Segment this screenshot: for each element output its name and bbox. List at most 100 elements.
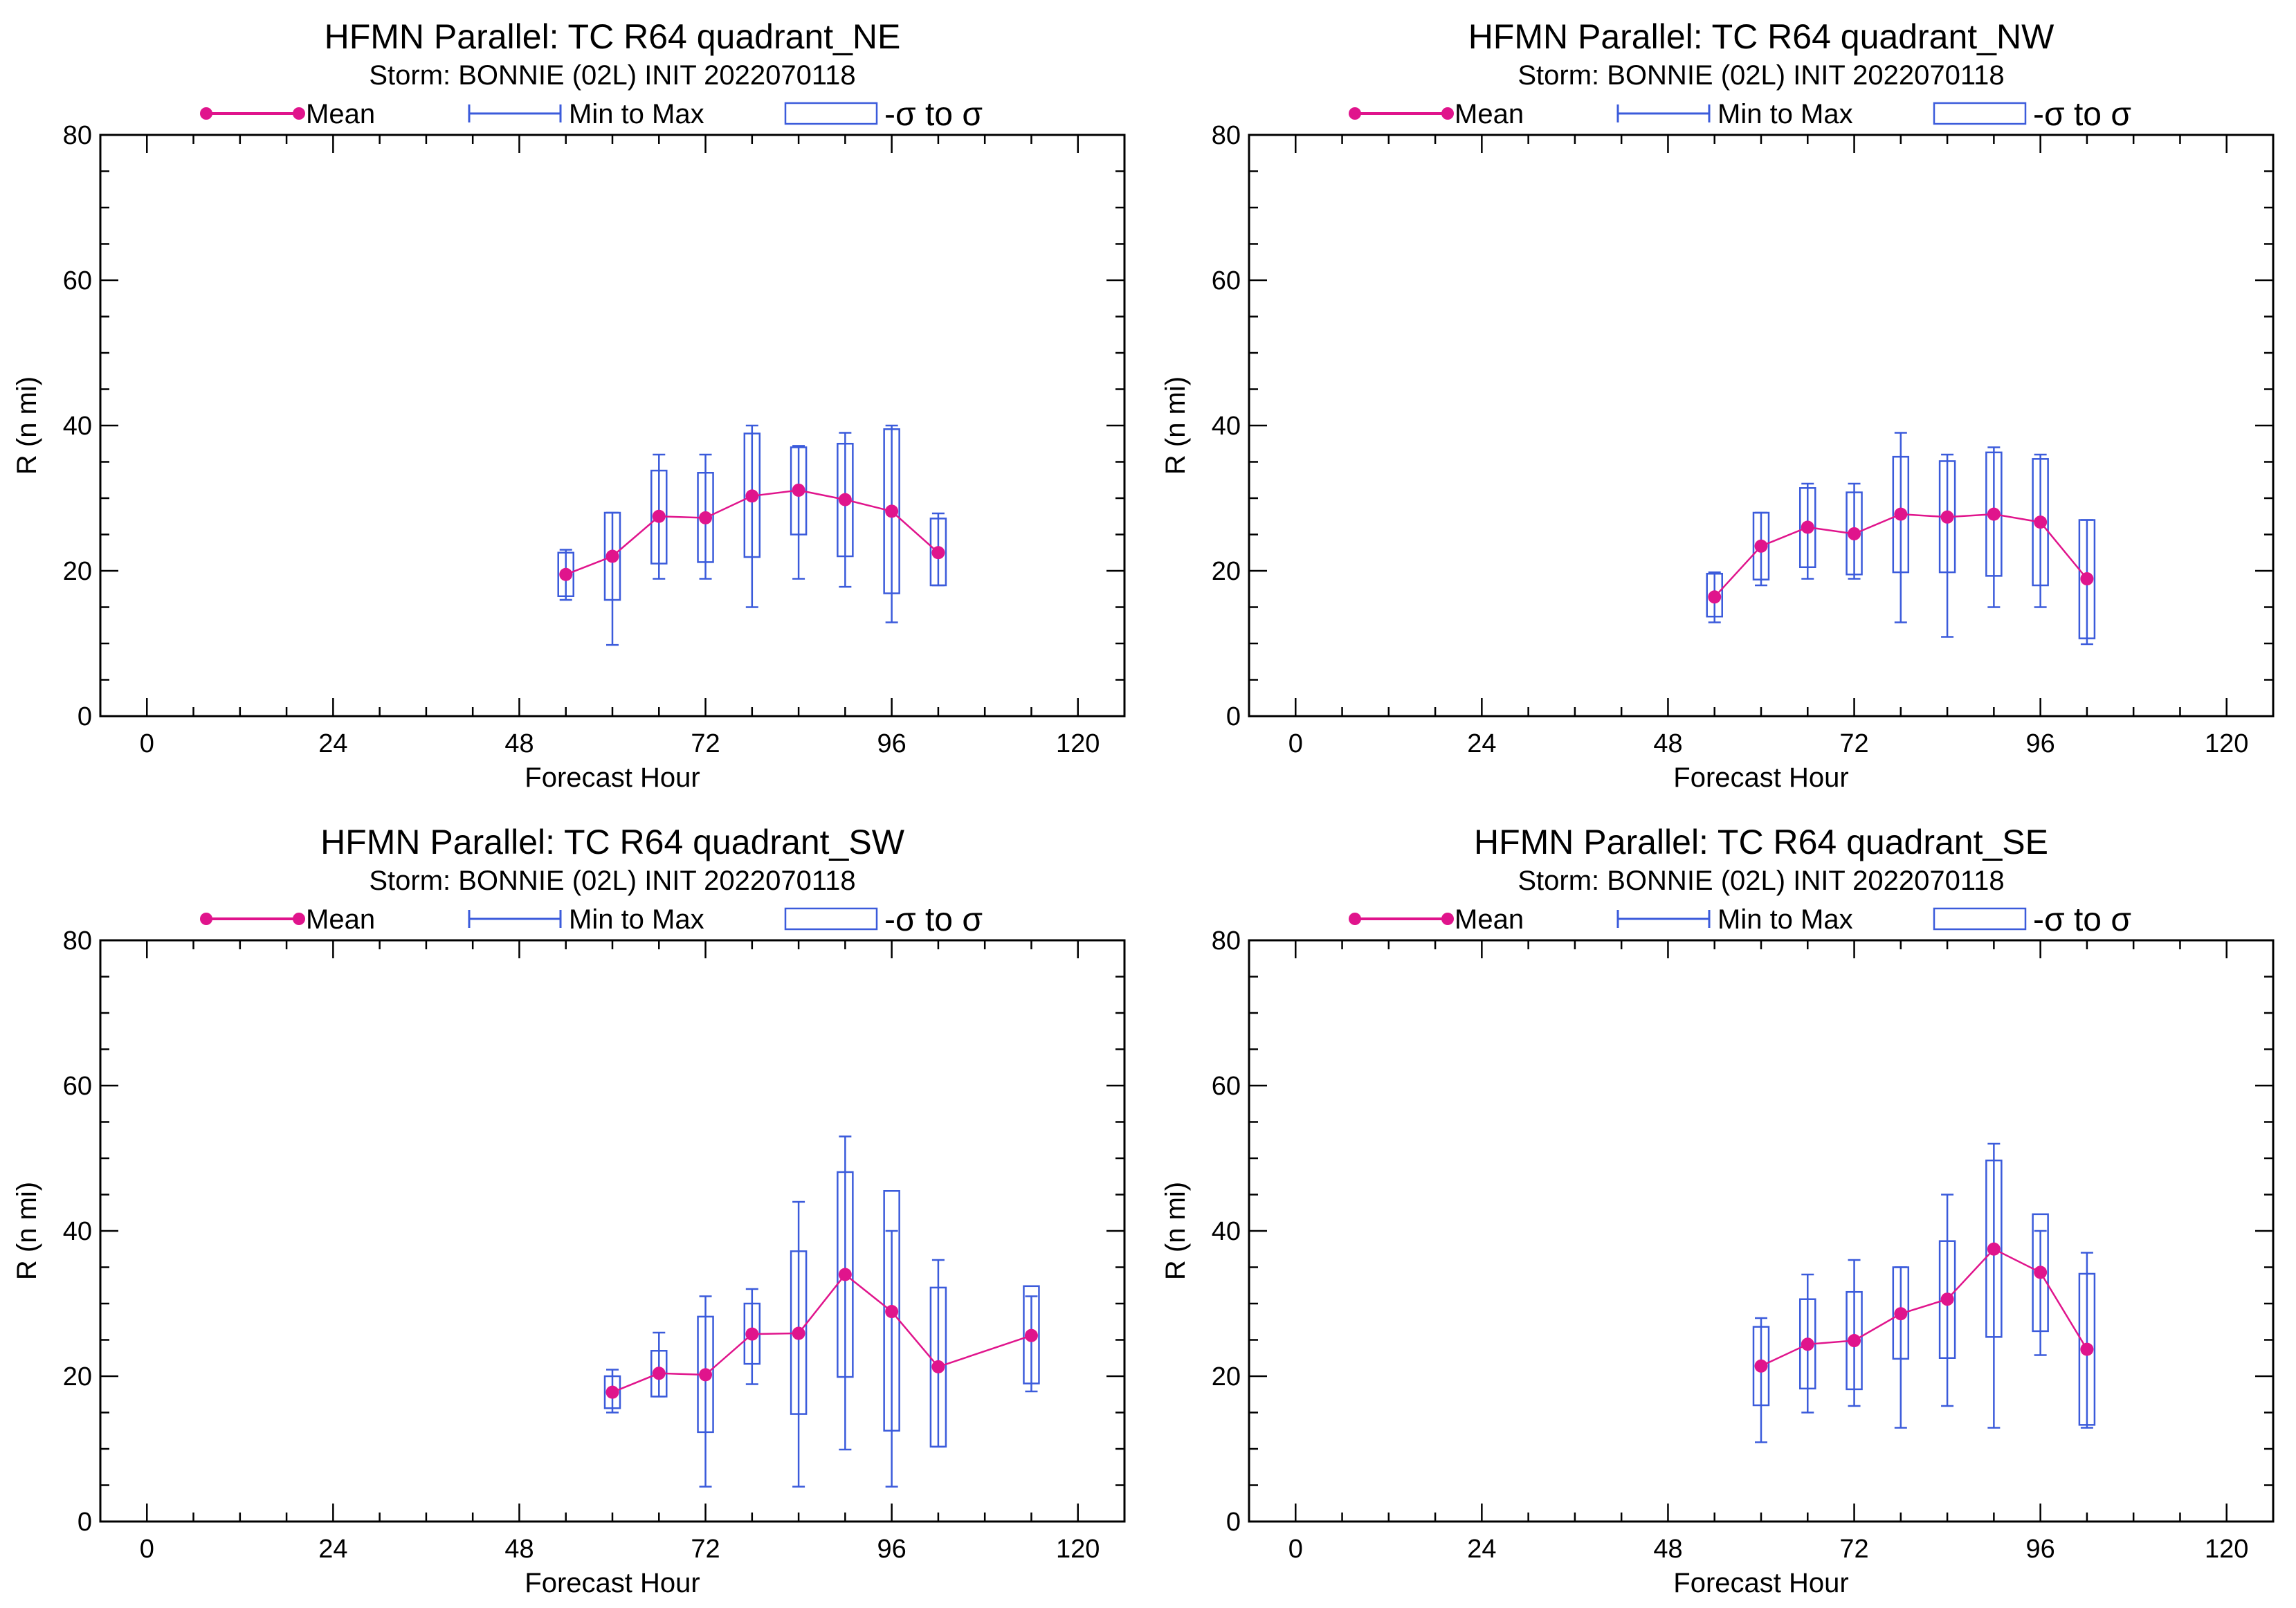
- legend-mean-marker-right: [1441, 107, 1454, 120]
- x-tick-label: 72: [1839, 729, 1868, 758]
- mean-line: [612, 1273, 1032, 1394]
- y-tick-label: 40: [1212, 1217, 1241, 1246]
- x-tick-label: 48: [504, 729, 534, 758]
- y-tick-label: 80: [1212, 926, 1241, 956]
- mean-point: [885, 504, 899, 518]
- chart-subtitle: Storm: BONNIE (02L) INIT 2022070118: [369, 60, 855, 91]
- mean-point: [1940, 510, 1954, 524]
- x-axis: 0 24 48 72 96 120 Forecast Hour: [140, 135, 1100, 793]
- chart-subtitle: Storm: BONNIE (02L) INIT 2022070118: [369, 866, 855, 896]
- x-tick-label: 120: [1056, 729, 1100, 758]
- sigma-box: [2032, 1213, 2049, 1333]
- sigma-box: [1706, 572, 1723, 618]
- legend-minmax-label: Min to Max: [1718, 904, 1853, 935]
- chart-panel-2: HFMN Parallel: TC R64 quadrant_NW Storm: …: [1160, 17, 2275, 793]
- sigma-box: [603, 511, 621, 601]
- legend-mean-marker-right: [1441, 913, 1454, 925]
- x-tick-label: 96: [877, 729, 906, 758]
- y-axis-label: R (n mi): [12, 1182, 42, 1280]
- mean-line: [1760, 1248, 2088, 1367]
- legend-mean-marker-left: [200, 913, 212, 925]
- x-axis: 0 24 48 72 96 120 Forecast Hour: [1288, 135, 2248, 793]
- plot-frame: [1248, 134, 2275, 718]
- x-axis-label: Forecast Hour: [525, 762, 700, 793]
- y-tick-label: 20: [1212, 1362, 1241, 1391]
- mean-point: [1801, 520, 1814, 534]
- mean-point: [838, 1268, 852, 1281]
- y-tick-label: 80: [63, 121, 92, 150]
- sigma-box: [1985, 1159, 2003, 1338]
- mean-point: [1894, 1307, 1908, 1321]
- y-tick-label: 20: [63, 557, 92, 586]
- mean-point: [745, 1327, 759, 1341]
- x-tick-label: 24: [1467, 1535, 1496, 1564]
- y-tick-label: 40: [63, 412, 92, 441]
- x-axis: 0 24 48 72 96 120 Forecast Hour: [1288, 940, 2248, 1598]
- y-axis-label: R (n mi): [1160, 376, 1191, 475]
- x-tick-label: 96: [2025, 1535, 2054, 1564]
- x-tick-label: 0: [1288, 729, 1303, 758]
- mean-point: [792, 1326, 805, 1340]
- sigma-box: [1938, 1240, 1956, 1360]
- y-tick-label: 80: [63, 926, 92, 956]
- mean-point: [2034, 515, 2048, 529]
- data-marks: [1706, 432, 2096, 646]
- x-tick-label: 72: [691, 729, 720, 758]
- legend-minmax-label: Min to Max: [1718, 99, 1853, 129]
- legend-sigma-box: [784, 907, 878, 931]
- legend-sigma-label: -σ to σ: [884, 96, 983, 133]
- y-tick-label: 40: [1212, 412, 1241, 441]
- mean-point: [1848, 1334, 1861, 1348]
- x-axis-label: Forecast Hour: [1673, 1568, 1848, 1598]
- x-tick-label: 120: [1056, 1535, 1100, 1564]
- y-axis: 0 20 40 60 80 R (n mi): [12, 121, 1124, 731]
- data-marks: [1752, 1142, 2096, 1443]
- mean-point: [699, 1368, 713, 1382]
- x-tick-label: 96: [877, 1535, 906, 1564]
- plot-frame: [99, 939, 1126, 1523]
- x-tick-label: 120: [2205, 1535, 2248, 1564]
- y-tick-label: 60: [1212, 1072, 1241, 1101]
- y-tick-label: 40: [63, 1217, 92, 1246]
- legend-minmax-label: Min to Max: [569, 904, 704, 935]
- mean-point: [838, 493, 852, 506]
- chart-panel-1: HFMN Parallel: TC R64 quadrant_NE Storm: …: [12, 17, 1126, 793]
- legend: Mean Min to Max -σ to σ: [1349, 902, 2131, 938]
- mean-point: [931, 1360, 945, 1373]
- y-tick-label: 0: [1226, 702, 1241, 731]
- legend-mean-label: Mean: [306, 99, 375, 129]
- y-tick-label: 60: [63, 266, 92, 295]
- chart-subtitle: Storm: BONNIE (02L) INIT 2022070118: [1518, 60, 2004, 91]
- x-axis-label: Forecast Hour: [1673, 762, 1848, 793]
- x-tick-label: 24: [318, 729, 347, 758]
- y-tick-label: 20: [63, 1362, 92, 1391]
- sigma-box: [837, 1171, 854, 1378]
- y-tick-label: 60: [1212, 266, 1241, 295]
- mean-point: [1940, 1292, 1954, 1306]
- sigma-box: [2078, 1272, 2096, 1426]
- mean-point: [1894, 507, 1908, 521]
- mean-point: [1024, 1328, 1038, 1342]
- mean-point: [699, 511, 713, 524]
- y-axis: 0 20 40 60 80 R (n mi): [1160, 121, 2273, 731]
- x-tick-label: 24: [1467, 729, 1496, 758]
- x-tick-label: 48: [1653, 729, 1682, 758]
- x-tick-label: 48: [504, 1535, 534, 1564]
- mean-point: [885, 1305, 899, 1319]
- sigma-box: [1023, 1285, 1040, 1385]
- legend: Mean Min to Max -σ to σ: [200, 902, 983, 938]
- y-axis: 0 20 40 60 80 R (n mi): [12, 926, 1124, 1537]
- sigma-box: [929, 1286, 947, 1448]
- chart-title: HFMN Parallel: TC R64 quadrant_SW: [320, 823, 905, 861]
- mean-point: [1801, 1337, 1814, 1351]
- x-tick-label: 0: [140, 1535, 154, 1564]
- mean-point: [1754, 539, 1768, 553]
- y-tick-label: 20: [1212, 557, 1241, 586]
- x-tick-label: 48: [1653, 1535, 1682, 1564]
- mean-point: [1987, 507, 2001, 521]
- chart-title: HFMN Parallel: TC R64 quadrant_SE: [1474, 823, 2048, 861]
- chart-subtitle: Storm: BONNIE (02L) INIT 2022070118: [1518, 866, 2004, 896]
- sigma-box: [1752, 511, 1770, 581]
- legend-sigma-label: -σ to σ: [2033, 902, 2131, 938]
